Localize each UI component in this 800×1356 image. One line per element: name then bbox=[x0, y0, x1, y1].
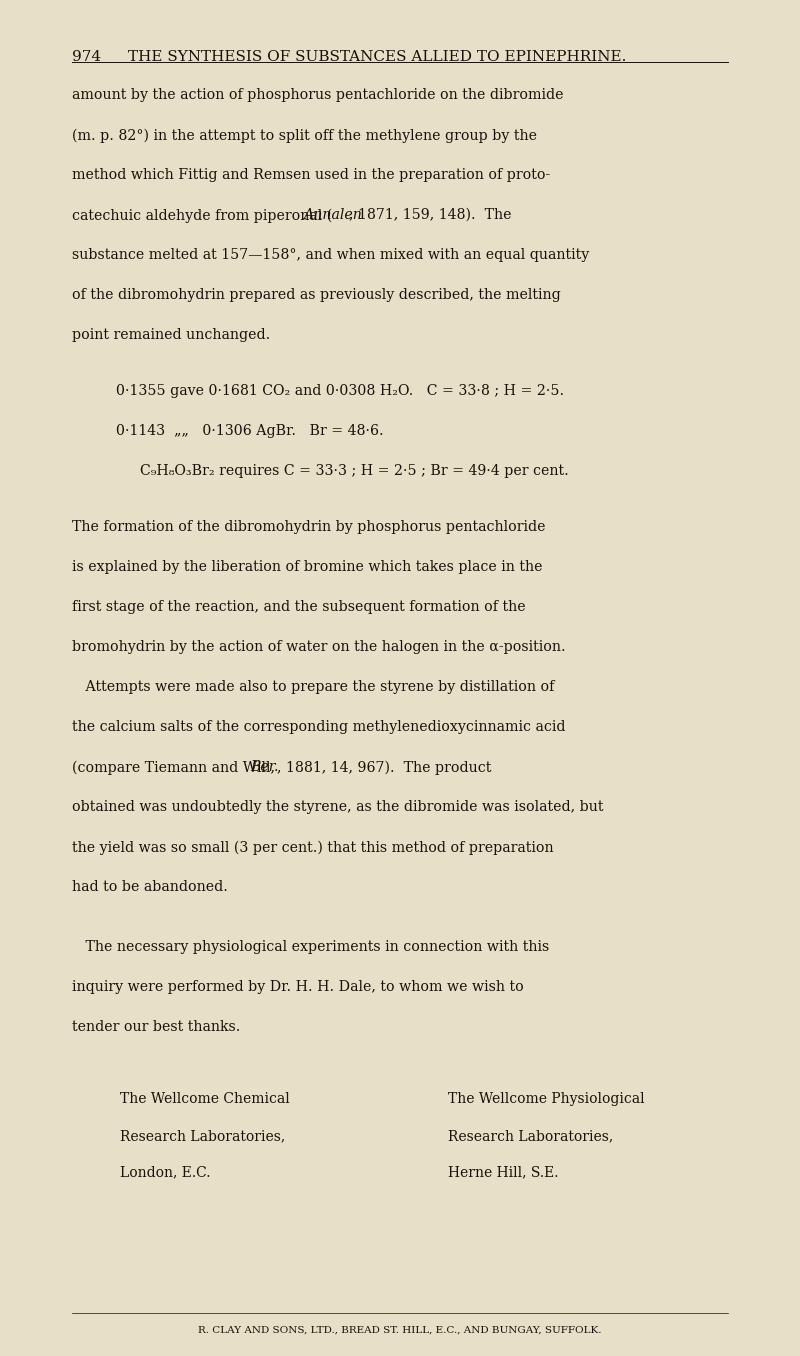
Text: (compare Tiemann and Will,: (compare Tiemann and Will, bbox=[72, 761, 279, 774]
Text: amount by the action of phosphorus pentachloride on the dibromide: amount by the action of phosphorus penta… bbox=[72, 88, 563, 102]
Text: had to be abandoned.: had to be abandoned. bbox=[72, 880, 228, 894]
Text: 974: 974 bbox=[72, 50, 101, 64]
Text: substance melted at 157—158°, and when mixed with an equal quantity: substance melted at 157—158°, and when m… bbox=[72, 248, 590, 262]
Text: the calcium salts of the corresponding methylenedioxycinnamic acid: the calcium salts of the corresponding m… bbox=[72, 720, 566, 734]
Text: , 1881, 14, 967).  The product: , 1881, 14, 967). The product bbox=[277, 761, 491, 774]
Text: of the dibromohydrin prepared as previously described, the melting: of the dibromohydrin prepared as previou… bbox=[72, 287, 561, 302]
Text: obtained was undoubtedly the styrene, as the dibromide was isolated, but: obtained was undoubtedly the styrene, as… bbox=[72, 800, 603, 814]
Text: the yield was so small (3 per cent.) that this method of preparation: the yield was so small (3 per cent.) tha… bbox=[72, 841, 554, 854]
Text: , 1871, 159, 148).  The: , 1871, 159, 148). The bbox=[350, 207, 512, 222]
Text: (m. p. 82°) in the attempt to split off the methylene group by the: (m. p. 82°) in the attempt to split off … bbox=[72, 127, 537, 142]
Text: bromohydrin by the action of water on the halogen in the α-position.: bromohydrin by the action of water on th… bbox=[72, 640, 566, 654]
Text: Annalen: Annalen bbox=[303, 207, 362, 222]
Text: first stage of the reaction, and the subsequent formation of the: first stage of the reaction, and the sub… bbox=[72, 601, 526, 614]
Text: Ber.: Ber. bbox=[250, 761, 278, 774]
Text: point remained unchanged.: point remained unchanged. bbox=[72, 328, 270, 342]
Text: R. CLAY AND SONS, LTD., BREAD ST. HILL, E.C., AND BUNGAY, SUFFOLK.: R. CLAY AND SONS, LTD., BREAD ST. HILL, … bbox=[198, 1326, 602, 1336]
Text: Research Laboratories,: Research Laboratories, bbox=[448, 1130, 614, 1143]
Text: Research Laboratories,: Research Laboratories, bbox=[120, 1130, 286, 1143]
Text: The formation of the dibromohydrin by phosphorus pentachloride: The formation of the dibromohydrin by ph… bbox=[72, 521, 546, 534]
Text: The Wellcome Chemical: The Wellcome Chemical bbox=[120, 1092, 290, 1106]
Text: The Wellcome Physiological: The Wellcome Physiological bbox=[448, 1092, 645, 1106]
Text: 0·1355 gave 0·1681 CO₂ and 0·0308 H₂O.   C = 33·8 ; H = 2·5.: 0·1355 gave 0·1681 CO₂ and 0·0308 H₂O. C… bbox=[116, 384, 564, 399]
Text: method which Fittig and Remsen used in the preparation of proto-: method which Fittig and Remsen used in t… bbox=[72, 168, 550, 182]
Text: Herne Hill, S.E.: Herne Hill, S.E. bbox=[448, 1166, 558, 1180]
Text: tender our best thanks.: tender our best thanks. bbox=[72, 1020, 240, 1035]
Text: is explained by the liberation of bromine which takes place in the: is explained by the liberation of bromin… bbox=[72, 560, 542, 574]
Text: THE SYNTHESIS OF SUBSTANCES ALLIED TO EPINEPHRINE.: THE SYNTHESIS OF SUBSTANCES ALLIED TO EP… bbox=[128, 50, 626, 64]
Text: inquiry were performed by Dr. H. H. Dale, to whom we wish to: inquiry were performed by Dr. H. H. Dale… bbox=[72, 980, 524, 994]
Text: London, E.C.: London, E.C. bbox=[120, 1166, 210, 1180]
Text: The necessary physiological experiments in connection with this: The necessary physiological experiments … bbox=[72, 940, 550, 955]
Text: C₉H₈O₃Br₂ requires C = 33·3 ; H = 2·5 ; Br = 49·4 per cent.: C₉H₈O₃Br₂ requires C = 33·3 ; H = 2·5 ; … bbox=[140, 464, 569, 479]
Text: 0·1143  „„   0·1306 AgBr.   Br = 48·6.: 0·1143 „„ 0·1306 AgBr. Br = 48·6. bbox=[116, 424, 384, 438]
Text: Attempts were made also to prepare the styrene by distillation of: Attempts were made also to prepare the s… bbox=[72, 681, 554, 694]
Text: catechuic aldehyde from piperonal (: catechuic aldehyde from piperonal ( bbox=[72, 207, 332, 222]
